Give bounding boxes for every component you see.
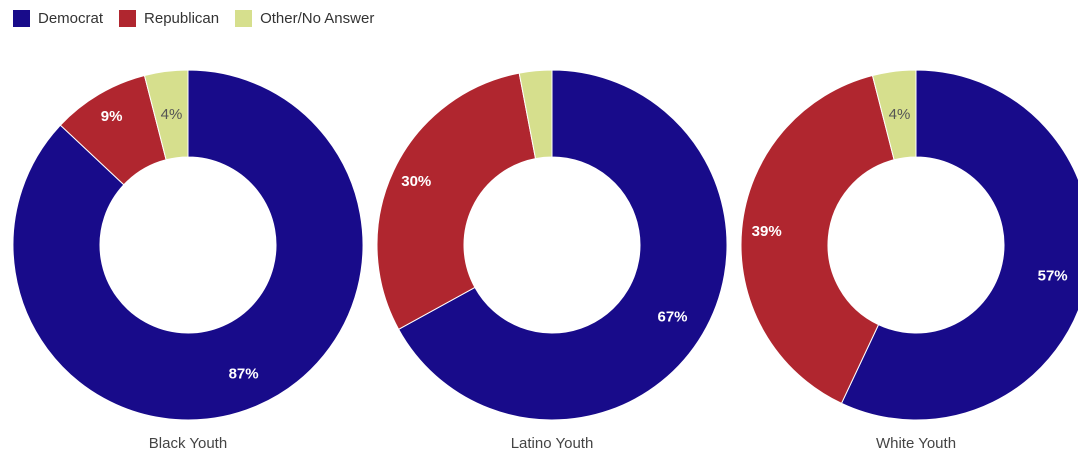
chart-legend: Democrat Republican Other/No Answer bbox=[13, 10, 390, 27]
white-youth-label-democrat: 57% bbox=[1038, 268, 1068, 285]
black-youth-label-other-no-answer: 4% bbox=[161, 106, 183, 123]
white-youth-slice-democrat[interactable] bbox=[840, 69, 1078, 421]
white-youth-label-republican: 39% bbox=[752, 223, 782, 240]
legend-item-democrat[interactable]: Democrat bbox=[13, 10, 103, 27]
latino-youth-slice-other-no-answer[interactable] bbox=[518, 69, 553, 160]
legend-item-republican[interactable]: Republican bbox=[119, 10, 219, 27]
legend-swatch-democrat bbox=[13, 10, 30, 27]
latino-youth-label-republican: 30% bbox=[401, 173, 431, 190]
latino-youth-label-democrat: 67% bbox=[657, 308, 687, 325]
black-youth-slice-democrat[interactable] bbox=[12, 69, 364, 421]
legend-swatch-other bbox=[235, 10, 253, 27]
legend-label-other: Other/No Answer bbox=[260, 10, 375, 27]
black-youth-slice-other-no-answer[interactable] bbox=[143, 69, 189, 161]
black-youth-label-republican: 9% bbox=[101, 108, 123, 125]
white-youth-label-other-no-answer: 4% bbox=[889, 106, 911, 123]
legend-swatch-republican bbox=[119, 10, 137, 27]
latino-youth-slice-republican[interactable] bbox=[376, 72, 537, 330]
legend-label-democrat: Democrat bbox=[38, 10, 104, 27]
latino-youth-slice-democrat[interactable] bbox=[397, 69, 728, 421]
black-youth-label-democrat: 87% bbox=[229, 365, 259, 382]
white-youth-slice-other-no-answer[interactable] bbox=[871, 69, 917, 161]
white-youth-slice-republican[interactable] bbox=[740, 74, 895, 405]
black-youth-title: Black Youth bbox=[149, 435, 227, 452]
legend-label-republican: Republican bbox=[144, 10, 220, 27]
legend-item-other[interactable]: Other/No Answer bbox=[235, 10, 374, 27]
white-youth-title: White Youth bbox=[876, 435, 956, 452]
latino-youth-title: Latino Youth bbox=[511, 435, 594, 452]
